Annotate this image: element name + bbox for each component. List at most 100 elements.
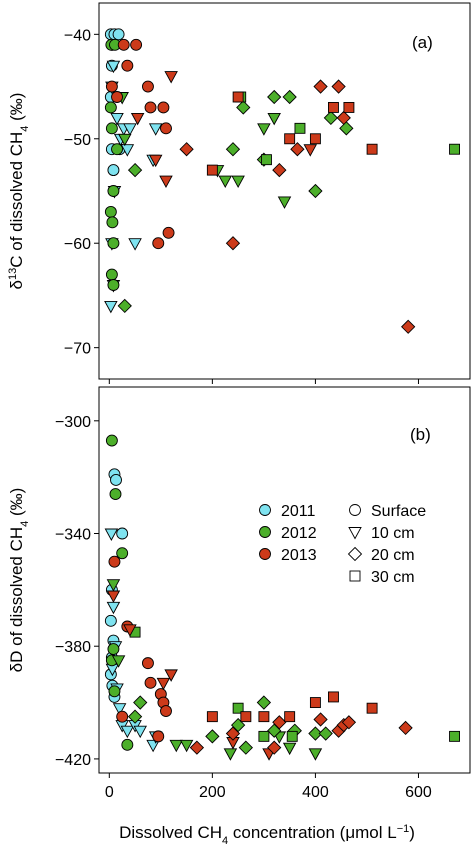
data-point-2012-circle	[107, 237, 120, 250]
data-point-2013-circle	[144, 101, 157, 114]
data-point-2013-square	[258, 711, 270, 723]
data-point-2013-diamond	[272, 162, 287, 178]
data-point-2011-triangle	[148, 123, 163, 136]
data-point-2012-diamond	[133, 695, 148, 710]
x-tick-label: 600	[405, 784, 432, 801]
data-point-2013-diamond	[331, 79, 346, 94]
y-tick-label: −340	[55, 527, 91, 544]
legend-label-diamond: 20 cm	[371, 547, 415, 564]
data-point-2013-circle	[160, 122, 172, 135]
y-tick-label: −40	[64, 27, 91, 44]
data-point-2012-circle	[107, 185, 120, 197]
data-point-2012-triangle	[277, 196, 292, 209]
data-point-2013-circle	[111, 91, 123, 103]
data-point-2013-triangle	[123, 624, 137, 637]
data-point-2012-triangle	[257, 123, 271, 136]
data-point-2012-diamond	[318, 726, 333, 741]
panel-a-y-ticks: −40 −50 −60 −70	[64, 27, 419, 384]
data-point-2012-square	[286, 730, 298, 742]
data-point-2013-circle	[116, 710, 129, 723]
data-point-2012-circle	[116, 547, 129, 560]
legend-years: 2011 2012 2013	[259, 503, 317, 564]
data-point-2013-diamond	[336, 110, 351, 126]
data-point-2011-circle	[116, 527, 129, 540]
data-point-2011-circle	[110, 474, 122, 486]
data-point-2013-triangle	[130, 112, 145, 126]
x-tick-label: 0	[105, 784, 114, 801]
data-point-2013-diamond	[189, 740, 205, 755]
panel-b-y-ticks: −300 −340 −380 −420	[55, 414, 99, 769]
data-point-2013-triangle	[148, 154, 163, 168]
data-point-2013-diamond	[290, 142, 305, 157]
x-tick-label: 400	[302, 784, 329, 801]
data-point-2013-diamond	[179, 142, 194, 157]
legend-marker-2012	[259, 526, 271, 538]
data-point-2012-circle	[111, 143, 123, 156]
panel-b-y-axis-label: δD of dissolved CH4 (‰)	[7, 488, 31, 673]
data-point-2012-circle	[109, 488, 122, 501]
data-point-2012-triangle	[267, 112, 281, 126]
legend-label-2011: 2011	[281, 503, 316, 520]
data-point-2013-circle	[162, 226, 175, 239]
data-point-2012-diamond	[339, 121, 354, 136]
data-point-2012-square	[261, 154, 272, 166]
data-point-2013-square	[343, 101, 355, 113]
x-tick-label: 200	[199, 784, 226, 801]
data-point-2012-circle	[105, 268, 118, 281]
data-point-2013-triangle	[156, 677, 171, 691]
data-point-2013-triangle	[164, 71, 178, 84]
data-point-2013-square	[284, 133, 296, 145]
y-tick-label: −380	[55, 639, 91, 656]
panel-a-frame	[98, 2, 471, 380]
panel-b: −300 −340 −380 −420 0 200 400 600 (b) δD of di…	[7, 386, 471, 801]
data-point-2013-diamond	[225, 236, 241, 251]
panel-a: −40 −50 −60 −70 (a) δ13C of dissolved CH4 (…	[7, 2, 471, 384]
data-point-2012-square	[232, 702, 244, 714]
data-point-2013-circle	[121, 59, 134, 72]
data-point-2013-square	[328, 101, 339, 113]
data-point-2013-square	[206, 711, 218, 723]
data-point-2012-diamond	[236, 100, 251, 115]
y-tick-label: −300	[55, 414, 91, 431]
legend-depths: Surface 10 cm 20 cm 30 cm	[347, 503, 426, 586]
data-point-2012-circle	[105, 434, 118, 447]
data-point-2013-circle	[157, 101, 170, 114]
y-tick-label: −420	[55, 752, 91, 769]
legend-label-triangle: 10 cm	[371, 525, 415, 542]
legend-marker-2011	[259, 504, 271, 516]
data-point-2013-square	[232, 91, 244, 103]
data-point-2011-circle	[112, 28, 125, 41]
panel-b-frame	[98, 386, 471, 774]
data-point-2013-diamond	[267, 740, 282, 755]
legend-marker-circle	[349, 504, 361, 516]
data-point-2013-diamond	[313, 712, 328, 727]
data-point-2012-diamond	[205, 729, 220, 744]
data-point-2012-diamond	[225, 142, 241, 157]
y-tick-label: −60	[64, 236, 91, 253]
data-point-2013-circle	[130, 38, 143, 51]
data-point-2013-square	[284, 711, 296, 723]
data-point-2013-square	[328, 691, 339, 703]
data-point-2013-square	[309, 133, 321, 145]
data-point-2013-circle	[144, 676, 157, 689]
data-point-2013-circle	[160, 705, 172, 717]
data-point-2012-diamond	[308, 183, 323, 199]
data-point-2012-square	[449, 143, 460, 155]
data-point-2012-diamond	[127, 162, 143, 178]
legend-label-square: 30 cm	[371, 569, 415, 586]
data-point-2012-diamond	[308, 726, 323, 741]
data-point-2012-triangle	[231, 175, 245, 188]
data-point-2013-square	[206, 164, 218, 176]
panel-b-label: (b)	[410, 425, 431, 444]
data-point-2013-circle	[152, 237, 165, 250]
data-point-2012-circle	[104, 205, 117, 218]
data-point-2011-triangle	[104, 300, 118, 314]
data-point-2012-circle	[121, 738, 134, 751]
data-point-2012-circle	[107, 643, 120, 655]
data-point-2012-triangle	[223, 748, 238, 761]
data-point-2012-triangle	[179, 739, 194, 753]
data-point-2013-square	[240, 711, 252, 723]
data-point-2012-triangle	[106, 579, 121, 592]
legend-marker-triangle	[348, 527, 362, 540]
